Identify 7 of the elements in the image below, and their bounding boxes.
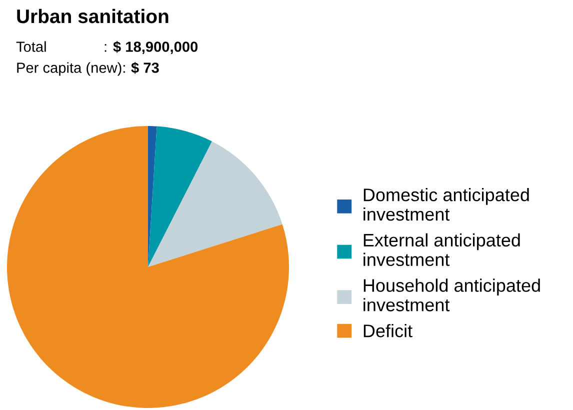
legend-label: Domestic anticipated investment (364, 188, 529, 221)
legend-label: Deficit (364, 324, 412, 338)
text: Total : $ 18,900,000 (16, 40, 198, 54)
text: Per capita (new): $ 73 (17, 62, 159, 76)
legend-label: External anticipated investment (364, 233, 520, 266)
chart-title: Urban sanitation (17, 8, 168, 24)
legend-label: Household anticipated investment (364, 278, 540, 312)
